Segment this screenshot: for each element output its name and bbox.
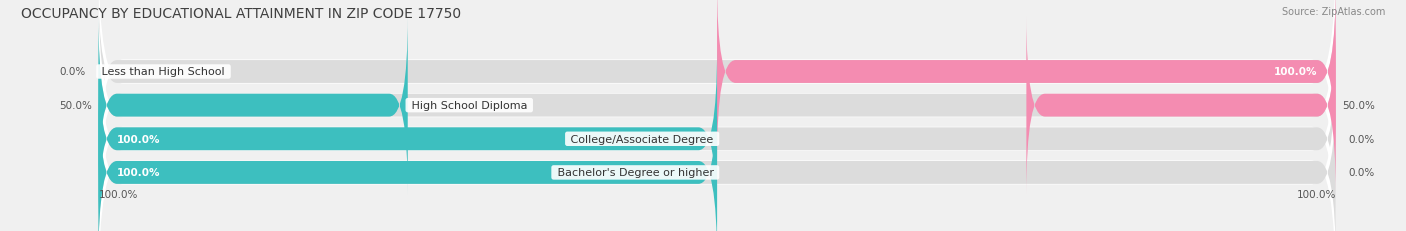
Text: 0.0%: 0.0% [1348, 134, 1374, 144]
Text: 50.0%: 50.0% [59, 101, 93, 111]
Text: College/Associate Degree: College/Associate Degree [567, 134, 717, 144]
Text: 100.0%: 100.0% [1296, 189, 1336, 199]
FancyBboxPatch shape [98, 0, 1336, 161]
Text: 50.0%: 50.0% [1341, 101, 1375, 111]
Text: Less than High School: Less than High School [98, 67, 229, 77]
FancyBboxPatch shape [98, 50, 1336, 228]
FancyBboxPatch shape [98, 84, 1336, 231]
FancyBboxPatch shape [98, 50, 717, 228]
Text: 0.0%: 0.0% [60, 67, 86, 77]
Text: High School Diploma: High School Diploma [408, 101, 530, 111]
FancyBboxPatch shape [98, 17, 408, 195]
Text: OCCUPANCY BY EDUCATIONAL ATTAINMENT IN ZIP CODE 17750: OCCUPANCY BY EDUCATIONAL ATTAINMENT IN Z… [21, 7, 461, 21]
FancyBboxPatch shape [98, 84, 717, 231]
Text: 100.0%: 100.0% [117, 168, 160, 178]
Text: 100.0%: 100.0% [117, 134, 160, 144]
FancyBboxPatch shape [98, 17, 1336, 195]
Text: 100.0%: 100.0% [98, 189, 138, 199]
FancyBboxPatch shape [98, 51, 1336, 231]
FancyBboxPatch shape [1026, 17, 1336, 195]
Text: 100.0%: 100.0% [1274, 67, 1317, 77]
FancyBboxPatch shape [98, 0, 1336, 228]
FancyBboxPatch shape [98, 0, 1336, 194]
Text: 0.0%: 0.0% [1348, 168, 1374, 178]
Text: Bachelor's Degree or higher: Bachelor's Degree or higher [554, 168, 717, 178]
Text: Source: ZipAtlas.com: Source: ZipAtlas.com [1281, 7, 1385, 17]
FancyBboxPatch shape [98, 17, 1336, 231]
FancyBboxPatch shape [717, 0, 1336, 161]
